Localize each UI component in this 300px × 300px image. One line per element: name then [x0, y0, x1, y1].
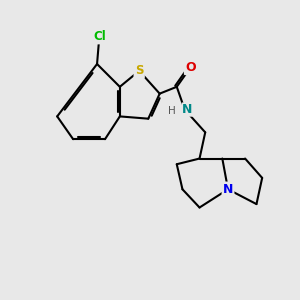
Text: H: H	[168, 106, 176, 116]
Text: S: S	[135, 64, 143, 77]
Text: N: N	[223, 183, 233, 196]
Text: O: O	[185, 61, 196, 74]
Text: N: N	[182, 103, 193, 116]
Text: Cl: Cl	[93, 30, 106, 43]
